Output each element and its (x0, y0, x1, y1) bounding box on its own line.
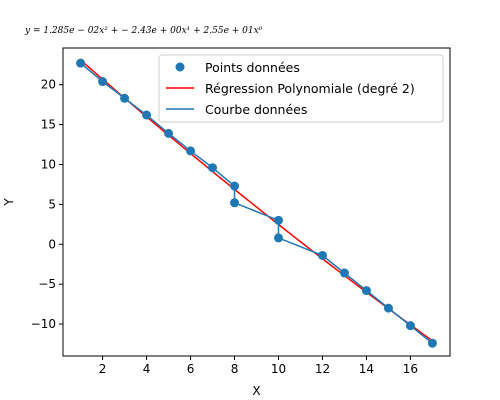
y-tick-label: 15 (41, 118, 56, 132)
y-tick-label: 0 (48, 237, 56, 251)
data-point (208, 163, 218, 173)
legend-label-regression: Régression Polynomiale (degré 2) (205, 81, 415, 96)
legend-marker-points (175, 62, 185, 72)
data-point (273, 215, 283, 225)
data-point (230, 181, 240, 191)
data-point (317, 250, 327, 260)
x-tick-label: 2 (99, 362, 107, 376)
y-ticks: −10 −5 0 5 10 15 20 (31, 78, 63, 331)
y-tick-label: −5 (38, 277, 56, 291)
data-point (230, 198, 240, 208)
data-point (186, 146, 196, 156)
plot-points (76, 58, 437, 348)
y-tick-label: 20 (41, 78, 56, 92)
data-point (427, 338, 437, 348)
data-point (383, 303, 393, 313)
data-point (98, 77, 108, 87)
data-point (361, 286, 371, 296)
x-tick-label: 14 (359, 362, 374, 376)
y-tick-label: 10 (41, 157, 56, 171)
y-axis-label: Y (2, 198, 16, 207)
x-axis-label: X (252, 384, 260, 398)
data-point (405, 321, 415, 331)
x-tick-label: 12 (315, 362, 330, 376)
data-point (164, 128, 174, 138)
legend-box (158, 54, 444, 123)
x-tick-label: 8 (231, 362, 239, 376)
x-tick-label: 16 (403, 362, 418, 376)
data-point (120, 93, 130, 103)
legend-label-points: Points données (205, 60, 300, 75)
x-ticks: 2 4 6 8 10 12 14 16 (99, 356, 418, 376)
y-tick-label: 5 (48, 197, 56, 211)
plot-frame (62, 47, 451, 357)
data-point (76, 58, 86, 68)
legend-label-curve: Courbe données (205, 102, 307, 117)
regression-line (80, 59, 433, 342)
data-point (273, 233, 283, 243)
x-tick-label: 10 (271, 362, 286, 376)
data-point (339, 268, 349, 278)
data-point (142, 110, 152, 120)
legend: Points données Régression Polynomiale (d… (158, 54, 444, 123)
chart-title: y = 1.285e − 02x² + − 2.43e + 00x¹ + 2.5… (24, 26, 263, 36)
x-tick-label: 4 (143, 362, 151, 376)
x-tick-label: 6 (187, 362, 195, 376)
y-tick-label: −10 (31, 317, 56, 331)
